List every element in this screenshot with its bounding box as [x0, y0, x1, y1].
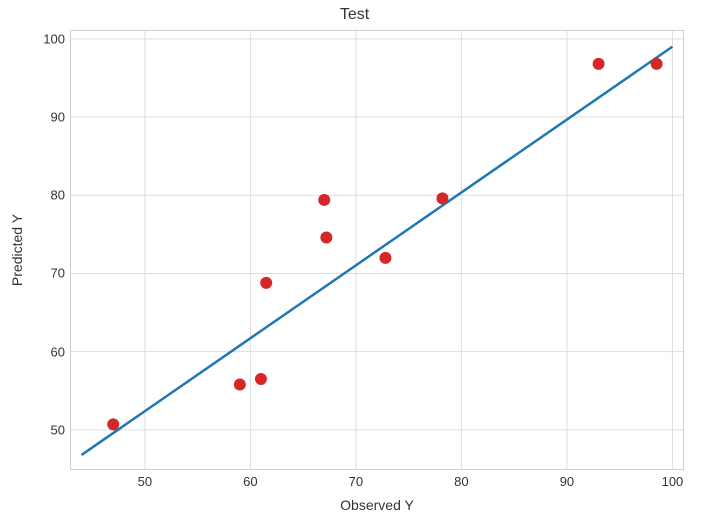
plot-svg: [71, 31, 683, 469]
y-tick-label: 90: [51, 110, 65, 125]
chart-title: Test: [0, 6, 709, 24]
y-tick-label: 50: [51, 422, 65, 437]
y-tick-label: 100: [43, 31, 65, 46]
x-tick-label: 60: [243, 474, 257, 489]
x-tick-label: 50: [138, 474, 152, 489]
y-axis-label: Predicted Y: [8, 30, 26, 470]
x-tick-label: 90: [560, 474, 574, 489]
x-tick-label: 80: [454, 474, 468, 489]
x-tick-label: 70: [349, 474, 363, 489]
y-tick-label: 70: [51, 266, 65, 281]
x-axis-label: Observed Y: [70, 497, 684, 513]
y-tick-label: 80: [51, 188, 65, 203]
x-tick-label: 100: [662, 474, 684, 489]
plot-area: [70, 30, 684, 470]
y-tick-label: 60: [51, 344, 65, 359]
chart-container: Test Predicted Y Observed Y 50 60 70 80 90 10…: [0, 0, 709, 519]
